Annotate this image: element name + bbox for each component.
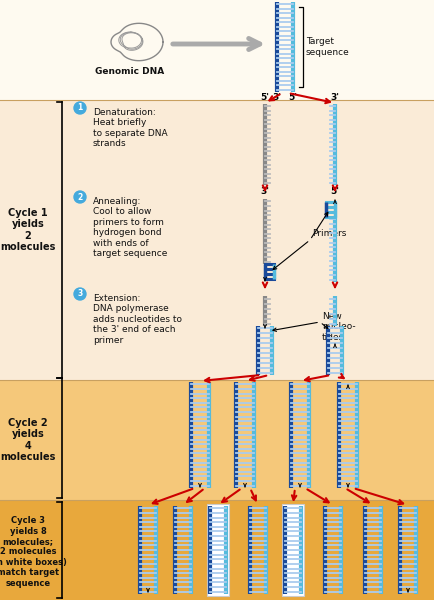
Circle shape (74, 288, 86, 300)
Text: Cycle 1
yields
2
molecules: Cycle 1 yields 2 molecules (0, 208, 56, 253)
Text: 3': 3' (272, 93, 281, 102)
Text: Genomic DNA: Genomic DNA (95, 67, 164, 76)
Bar (0, 500, 434, 600)
Text: Annealing:
Cool to allow
primers to form
hydrogen bond
with ends of
target seque: Annealing: Cool to allow primers to form… (93, 197, 167, 258)
Text: Denaturation:
Heat briefly
to separate DNA
strands: Denaturation: Heat briefly to separate D… (93, 108, 167, 148)
Bar (0, 100, 434, 380)
Circle shape (74, 191, 86, 203)
Bar (207, 504, 228, 596)
Text: Cycle 2
yields
4
molecules: Cycle 2 yields 4 molecules (0, 418, 56, 463)
Text: Primers: Primers (311, 229, 345, 238)
Text: Target
sequence: Target sequence (305, 37, 349, 57)
Text: 3: 3 (77, 289, 82, 298)
Text: 5': 5' (288, 93, 297, 102)
Bar (0, 0, 434, 110)
Circle shape (74, 102, 86, 114)
Text: 3': 3' (288, 0, 297, 1)
Text: 3': 3' (260, 187, 269, 196)
Text: 5': 5' (330, 187, 339, 196)
Text: 2: 2 (77, 193, 82, 202)
Text: Cycle 3
yields 8
molecules;
2 molecules
(in white boxes)
match target
sequence: Cycle 3 yields 8 molecules; 2 molecules … (0, 516, 66, 588)
Text: 3': 3' (330, 93, 339, 102)
Text: New
nucleo-
tides: New nucleo- tides (321, 312, 355, 342)
Bar (0, 380, 434, 500)
Text: 5': 5' (272, 0, 281, 1)
Text: Extension:
DNA polymerase
adds nucleotides to
the 3' end of each
primer: Extension: DNA polymerase adds nucleotid… (93, 294, 181, 344)
Bar (0, 0, 434, 100)
Text: 1: 1 (77, 103, 82, 113)
Bar (281, 504, 303, 596)
Text: 5': 5' (260, 93, 269, 102)
